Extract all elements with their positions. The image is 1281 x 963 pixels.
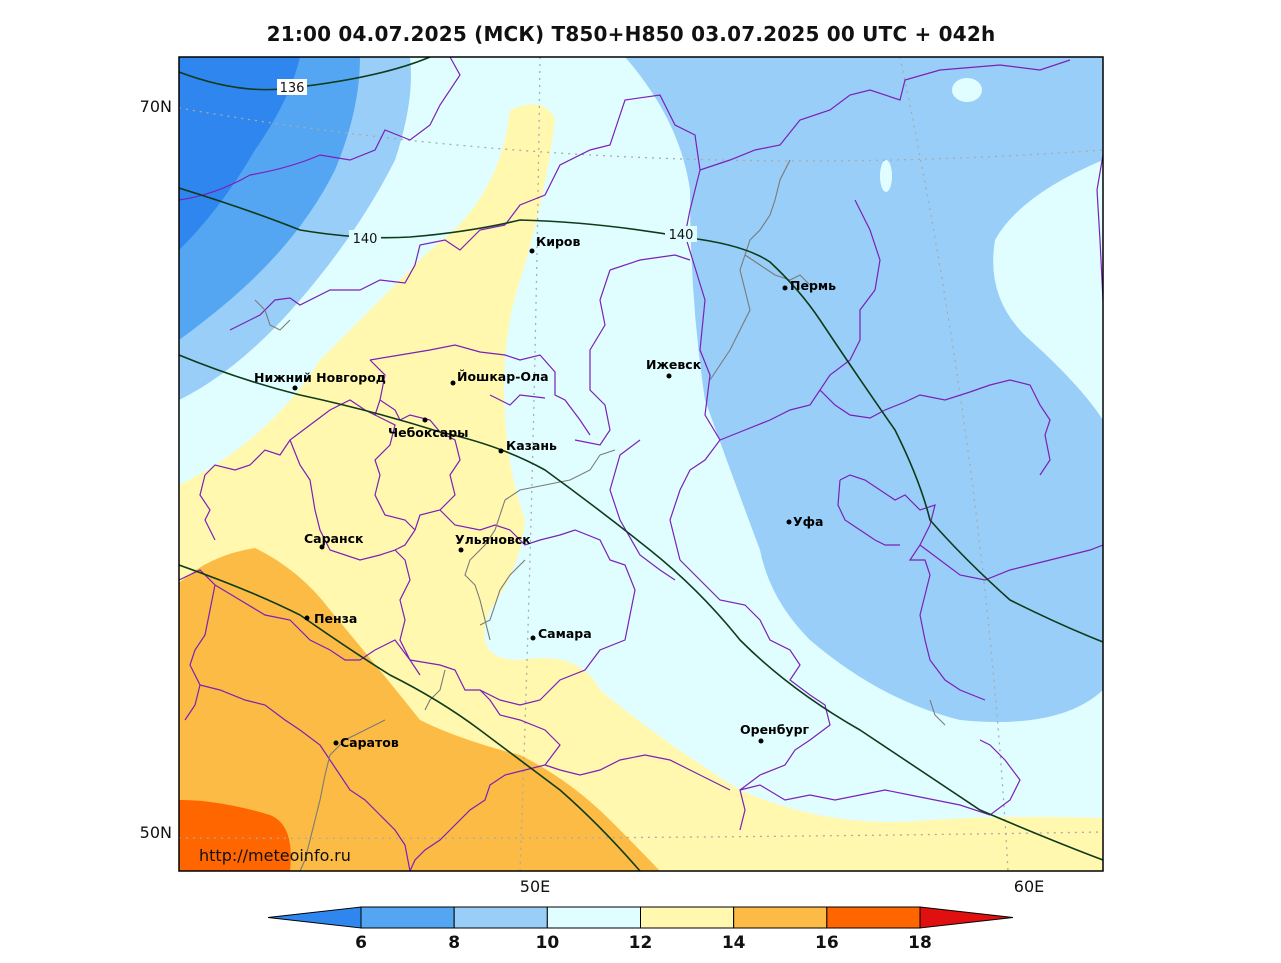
temp-band-16-18 <box>179 800 291 871</box>
city-kazan: Казань <box>498 438 557 454</box>
svg-text:Казань: Казань <box>506 438 557 453</box>
graticule <box>179 57 1103 871</box>
colorbar-tick-label: 6 <box>355 933 367 953</box>
svg-text:Оренбург: Оренбург <box>740 722 810 737</box>
colorbar-tick-label: 10 <box>535 933 559 953</box>
svg-text:Самара: Самара <box>538 626 592 641</box>
temp-band-below-6 <box>179 57 300 250</box>
contour-label-140-east: 140 <box>669 228 694 243</box>
rivers <box>254 159 946 871</box>
colorbar-segment <box>733 906 828 929</box>
watermark-url: http://meteoinfo.ru <box>199 846 351 865</box>
city-ulyanovsk: Ульяновск <box>455 532 531 553</box>
temp-band-8-10-east <box>625 57 1103 722</box>
map-frame <box>178 56 1104 872</box>
city-saransk: Саранск <box>304 531 364 550</box>
colorbar-segment-low <box>267 906 362 929</box>
colorbar-tick-label: 8 <box>448 933 460 953</box>
city-izhevsk: Ижевск <box>646 357 702 379</box>
lat-label-50n: 50N <box>140 823 172 842</box>
temperature-colorbar: 6 8 10 12 14 16 18 <box>267 906 1014 953</box>
city-samara: Самара <box>530 626 592 641</box>
colorbar-tick-label: 18 <box>908 933 932 953</box>
svg-text:Йошкар-Ола: Йошкар-Ола <box>457 369 549 384</box>
city-kirov: Киров <box>529 234 581 254</box>
colorbar-segment-high <box>919 906 1014 929</box>
city-perm: Пермь <box>782 278 836 293</box>
colorbar-tick-label: 16 <box>815 933 839 953</box>
svg-text:Пенза: Пенза <box>314 611 357 626</box>
colorbar-segment <box>360 906 455 929</box>
region-borders <box>179 57 1103 871</box>
svg-text:Саратов: Саратов <box>340 735 399 750</box>
city-markers: Киров Пермь Нижний Новгород Йошкар-Ола И… <box>254 234 836 750</box>
lon-label-50e: 50E <box>520 877 550 896</box>
colorbar-segment <box>546 906 641 929</box>
contour-labels: 136 140 140 <box>277 79 697 247</box>
svg-text:Киров: Киров <box>536 234 581 249</box>
contour-label-140-west: 140 <box>353 232 378 247</box>
svg-text:Ульяновск: Ульяновск <box>455 532 531 547</box>
city-nizhny-novgorod: Нижний Новгород <box>254 370 386 391</box>
colorbar-segment <box>826 906 921 929</box>
city-orenburg: Оренбург <box>740 722 810 744</box>
temp-band-12-14 <box>179 104 1103 871</box>
colorbar-tick-label: 14 <box>722 933 746 953</box>
city-penza: Пенза <box>304 611 357 626</box>
city-yoshkar-ola: Йошкар-Ола <box>450 369 549 386</box>
svg-text:Пермь: Пермь <box>790 278 836 293</box>
temperature-field <box>179 57 1103 871</box>
lat-label-70n: 70N <box>140 97 172 116</box>
city-ufa: Уфа <box>786 514 823 529</box>
svg-text:Ижевск: Ижевск <box>646 357 702 372</box>
contour-label-136: 136 <box>280 81 305 96</box>
city-saratov: Саратов <box>333 735 399 750</box>
city-cheboksary: Чебоксары <box>388 417 468 440</box>
svg-text:Чебоксары: Чебоксары <box>388 425 468 440</box>
lon-label-60e: 60E <box>1014 877 1044 896</box>
svg-text:Уфа: Уфа <box>793 514 823 529</box>
svg-text:Саранск: Саранск <box>304 531 364 546</box>
map-title: 21:00 04.07.2025 (МСК) T850+H850 03.07.2… <box>266 22 996 46</box>
colorbar-tick-label: 12 <box>629 933 653 953</box>
colorbar-segment <box>640 906 735 929</box>
colorbar-segment <box>453 906 548 929</box>
svg-text:Нижний Новгород: Нижний Новгород <box>254 370 386 385</box>
